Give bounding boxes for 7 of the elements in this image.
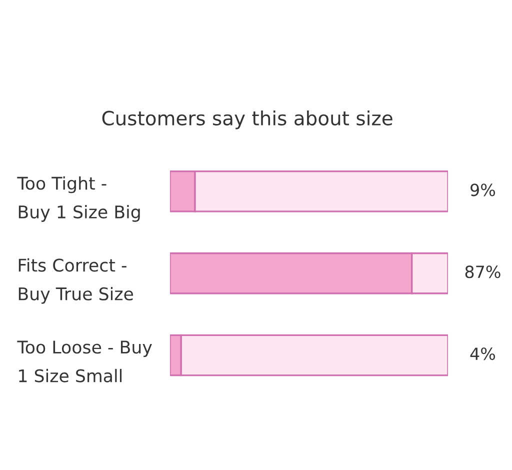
data-label: 9% bbox=[470, 184, 496, 196]
y-tick-label: Too Tight - Buy 1 Size Big bbox=[17, 176, 140, 222]
data-label: 4% bbox=[470, 347, 496, 360]
y-tick-label: Too Loose - Buy 1 Size Small bbox=[17, 340, 152, 382]
y-tick-label: Fits Correct - Buy True Size bbox=[18, 258, 134, 304]
data-label: 87% bbox=[465, 266, 500, 278]
chart-title: Customers say this about size bbox=[102, 110, 392, 130]
